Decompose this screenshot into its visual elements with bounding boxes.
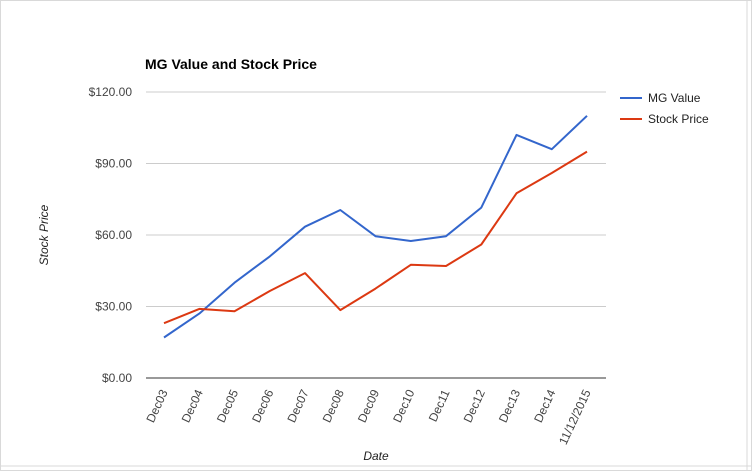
- x-tick-label: Dec04: [179, 387, 206, 425]
- legend: MG Value Stock Price: [620, 91, 709, 126]
- series-line-stock-price: [163, 150, 588, 325]
- x-tick-label: Dec06: [249, 387, 276, 425]
- gridlines: [146, 91, 606, 307]
- x-tick-label: Dec14: [531, 387, 558, 425]
- x-tick-labels: Dec03 Dec04 Dec05 Dec06 Dec07 Dec08 Dec09 Dec10…: [143, 387, 593, 447]
- x-tick-label: Dec07: [284, 387, 311, 425]
- y-tick-label: $120.00: [89, 85, 133, 99]
- series-lines: [163, 115, 588, 339]
- series-line-mg-value: [163, 115, 588, 339]
- x-tick-label: Dec13: [496, 387, 523, 425]
- y-axis-label: Stock Price: [37, 204, 51, 265]
- x-tick-label: Dec05: [214, 387, 241, 425]
- x-tick-label: Dec10: [390, 387, 417, 425]
- x-tick-label: Dec08: [320, 387, 347, 425]
- y-tick-label: $0.00: [102, 371, 132, 385]
- x-tick-label: Dec09: [355, 387, 382, 425]
- x-tick-label: Dec03: [143, 387, 170, 425]
- legend-label: MG Value: [648, 91, 701, 105]
- y-tick-label: $90.00: [95, 157, 132, 171]
- y-tick-label: $30.00: [95, 300, 132, 314]
- x-tick-label: 11/12/2015: [556, 387, 594, 447]
- y-tick-labels: $0.00 $30.00 $60.00 $90.00 $120.00: [89, 85, 133, 385]
- y-tick-label: $60.00: [95, 228, 132, 242]
- x-tick-label: Dec12: [461, 387, 488, 425]
- x-tick-label: Dec11: [426, 387, 453, 424]
- legend-label: Stock Price: [648, 112, 709, 126]
- x-axis-label: Date: [363, 449, 389, 463]
- chart-title: MG Value and Stock Price: [145, 56, 317, 72]
